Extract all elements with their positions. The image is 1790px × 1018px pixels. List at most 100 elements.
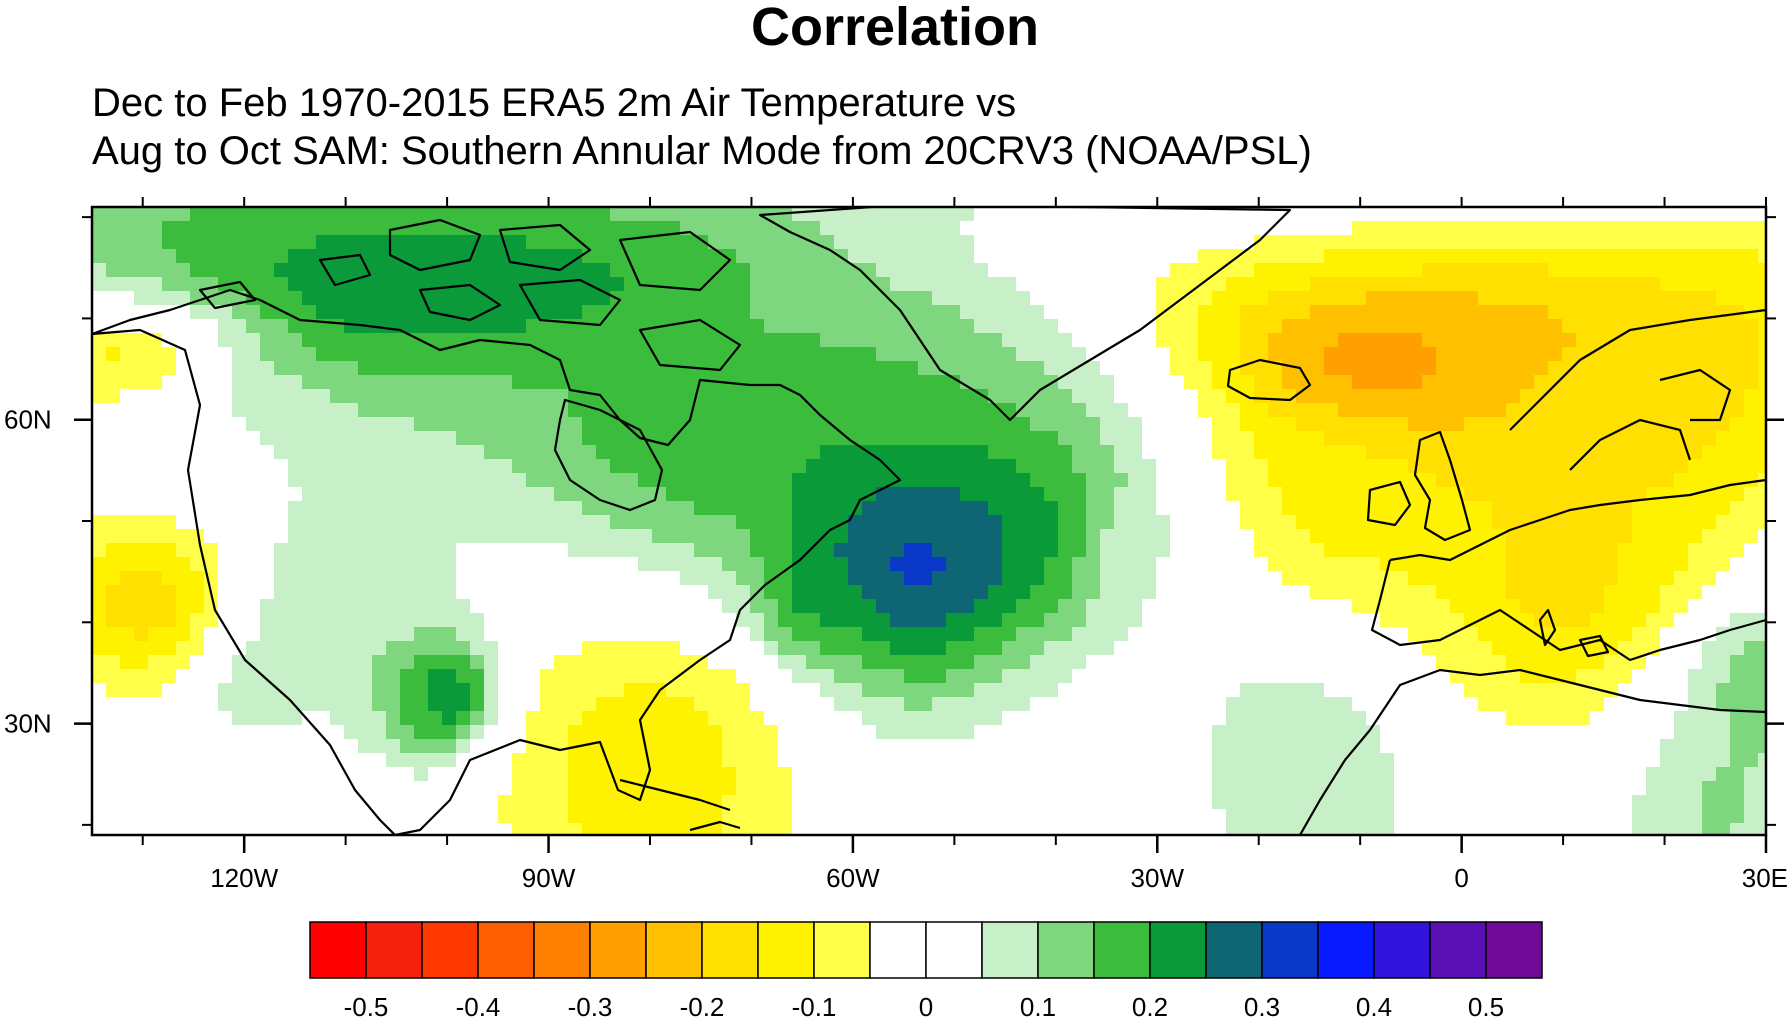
field-cell <box>1422 249 1437 264</box>
field-cell <box>1408 543 1423 558</box>
field-cell <box>778 753 793 768</box>
field-cell <box>1716 277 1731 292</box>
field-cell <box>834 697 849 712</box>
field-cell <box>1100 333 1115 348</box>
field-cell <box>162 557 177 572</box>
field-cell <box>218 459 233 474</box>
field-cell <box>1562 375 1577 390</box>
field-cell <box>1240 431 1255 446</box>
field-cell <box>1646 599 1661 614</box>
field-cell <box>946 557 961 572</box>
field-cell <box>1016 753 1031 768</box>
field-cell <box>736 529 751 544</box>
field-cell <box>512 627 527 642</box>
field-cell <box>470 655 485 670</box>
field-cell <box>498 515 513 530</box>
field-cell <box>918 389 933 404</box>
field-cell <box>1394 333 1409 348</box>
field-cell <box>1268 459 1283 474</box>
field-cell <box>1366 249 1381 264</box>
field-cell <box>1212 473 1227 488</box>
field-cell <box>1184 557 1199 572</box>
field-cell <box>568 599 583 614</box>
field-cell <box>442 389 457 404</box>
field-cell <box>750 431 765 446</box>
field-cell <box>1632 725 1647 740</box>
field-cell <box>1464 571 1479 586</box>
field-cell <box>1730 641 1745 656</box>
field-cell <box>610 235 625 250</box>
field-cell <box>1310 697 1325 712</box>
field-cell <box>1128 655 1143 670</box>
field-cell <box>1282 263 1297 278</box>
field-cell <box>974 375 989 390</box>
field-cell <box>162 683 177 698</box>
field-cell <box>1240 739 1255 754</box>
field-cell <box>792 711 807 726</box>
field-cell <box>1436 319 1451 334</box>
field-cell <box>1226 221 1241 236</box>
field-cell <box>162 473 177 488</box>
field-cell <box>190 529 205 544</box>
field-cell <box>1086 655 1101 670</box>
field-cell <box>624 459 639 474</box>
field-cell <box>1408 515 1423 530</box>
field-cell <box>316 627 331 642</box>
field-cell <box>414 389 429 404</box>
field-cell <box>918 781 933 796</box>
field-cell <box>806 417 821 432</box>
field-cell <box>1128 515 1143 530</box>
field-cell <box>498 655 513 670</box>
field-cell <box>1030 641 1045 656</box>
field-cell <box>806 767 821 782</box>
field-cell <box>1002 459 1017 474</box>
field-cell <box>652 557 667 572</box>
field-cell <box>736 739 751 754</box>
field-cell <box>554 543 569 558</box>
field-cell <box>134 711 149 726</box>
field-cell <box>1534 739 1549 754</box>
field-cell <box>932 403 947 418</box>
field-cell <box>610 627 625 642</box>
field-cell <box>792 697 807 712</box>
field-cell <box>1744 739 1759 754</box>
field-cell <box>960 375 975 390</box>
field-cell <box>1170 347 1185 362</box>
field-cell <box>764 669 779 684</box>
field-cell <box>890 669 905 684</box>
field-cell <box>1674 711 1689 726</box>
field-cell <box>1156 417 1171 432</box>
field-cell <box>470 263 485 278</box>
field-cell <box>1338 739 1353 754</box>
field-cell <box>1688 501 1703 516</box>
field-cell <box>1674 403 1689 418</box>
field-cell <box>876 235 891 250</box>
field-cell <box>358 781 373 796</box>
field-cell <box>1198 557 1213 572</box>
field-cell <box>1016 669 1031 684</box>
field-cell <box>1128 781 1143 796</box>
field-cell <box>316 515 331 530</box>
field-cell <box>568 781 583 796</box>
field-cell <box>1646 683 1661 698</box>
field-cell <box>1030 501 1045 516</box>
field-cell <box>862 599 877 614</box>
field-cell <box>1506 459 1521 474</box>
field-cell <box>890 515 905 530</box>
field-cell <box>1156 263 1171 278</box>
field-cell <box>148 683 163 698</box>
field-cell <box>1352 613 1367 628</box>
field-cell <box>372 333 387 348</box>
field-cell <box>1520 375 1535 390</box>
field-cell <box>834 417 849 432</box>
field-cell <box>1030 711 1045 726</box>
field-cell <box>764 487 779 502</box>
field-cell <box>1100 683 1115 698</box>
field-cell <box>232 543 247 558</box>
field-cell <box>1730 291 1745 306</box>
field-cell <box>1492 641 1507 656</box>
field-cell <box>400 501 415 516</box>
field-cell <box>372 515 387 530</box>
field-cell <box>526 319 541 334</box>
field-cell <box>1086 347 1101 362</box>
